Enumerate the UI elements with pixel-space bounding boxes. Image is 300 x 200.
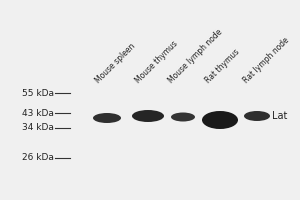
Ellipse shape xyxy=(171,112,195,121)
Text: Mouse lymph node: Mouse lymph node xyxy=(167,27,224,85)
Text: 34 kDa: 34 kDa xyxy=(22,123,54,132)
Text: Rat thymus: Rat thymus xyxy=(204,47,241,85)
Text: Mouse thymus: Mouse thymus xyxy=(134,39,179,85)
Text: Lat: Lat xyxy=(272,111,287,121)
Text: 55 kDa: 55 kDa xyxy=(22,88,54,98)
Text: Rat lymph node: Rat lymph node xyxy=(242,36,291,85)
Ellipse shape xyxy=(244,111,270,121)
Ellipse shape xyxy=(132,110,164,122)
Ellipse shape xyxy=(202,111,238,129)
Text: 43 kDa: 43 kDa xyxy=(22,108,54,117)
Ellipse shape xyxy=(93,113,121,123)
Text: Mouse spleen: Mouse spleen xyxy=(94,42,137,85)
Text: 26 kDa: 26 kDa xyxy=(22,154,54,162)
